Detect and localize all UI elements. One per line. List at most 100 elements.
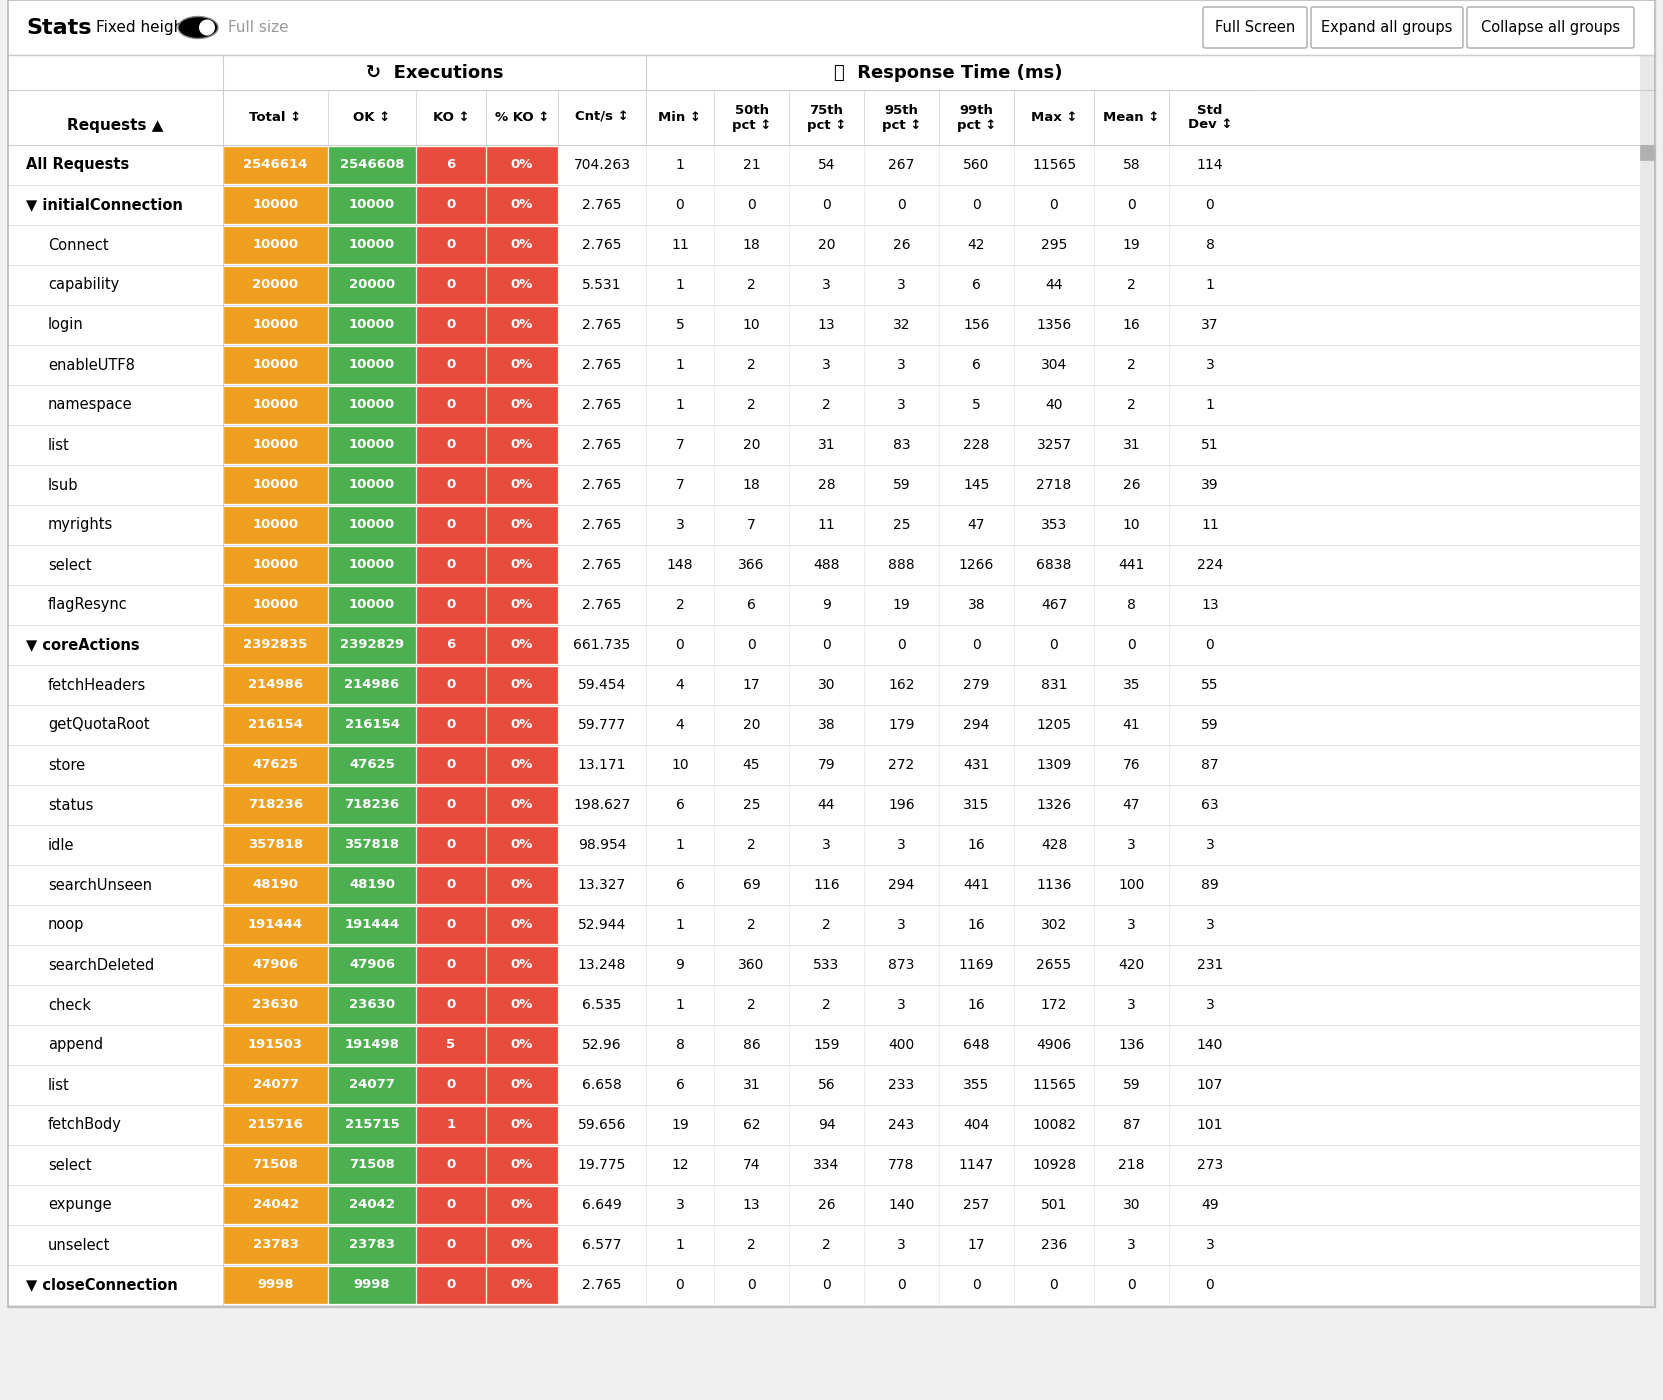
Text: 4906: 4906 bbox=[1036, 1037, 1071, 1051]
Text: 58: 58 bbox=[1123, 158, 1141, 172]
Text: 6: 6 bbox=[973, 358, 981, 372]
Text: Std
Dev ↕: Std Dev ↕ bbox=[1187, 104, 1232, 132]
Text: list: list bbox=[48, 1078, 70, 1092]
Bar bbox=[8, 1065, 1640, 1105]
Bar bbox=[487, 547, 557, 582]
Text: 431: 431 bbox=[963, 757, 989, 771]
Text: 2: 2 bbox=[822, 1238, 832, 1252]
Text: 20: 20 bbox=[743, 718, 760, 732]
Text: 8: 8 bbox=[1128, 598, 1136, 612]
Text: Stats: Stats bbox=[27, 17, 91, 38]
Text: 2.765: 2.765 bbox=[582, 398, 622, 412]
Text: 79: 79 bbox=[818, 757, 835, 771]
Text: 59: 59 bbox=[893, 477, 910, 491]
Text: 191444: 191444 bbox=[248, 918, 303, 931]
Text: 0: 0 bbox=[446, 679, 456, 692]
Bar bbox=[329, 386, 416, 423]
Text: 718236: 718236 bbox=[344, 798, 399, 812]
Bar bbox=[8, 385, 1640, 426]
Text: 0%: 0% bbox=[511, 798, 534, 812]
Bar bbox=[417, 188, 486, 223]
Bar bbox=[8, 785, 1640, 825]
Text: 0: 0 bbox=[973, 1278, 981, 1292]
Bar bbox=[417, 627, 486, 664]
Text: 3: 3 bbox=[675, 518, 685, 532]
Text: 3: 3 bbox=[822, 839, 832, 853]
Text: 2: 2 bbox=[747, 839, 757, 853]
Text: 2718: 2718 bbox=[1036, 477, 1071, 491]
Bar bbox=[225, 907, 328, 944]
Bar bbox=[329, 347, 416, 384]
Bar bbox=[8, 1184, 1640, 1225]
Text: 2.765: 2.765 bbox=[582, 438, 622, 452]
Text: 0: 0 bbox=[675, 197, 685, 211]
Bar bbox=[225, 468, 328, 503]
Text: 159: 159 bbox=[813, 1037, 840, 1051]
Text: 62: 62 bbox=[743, 1119, 760, 1133]
Text: 3: 3 bbox=[896, 1238, 906, 1252]
Text: 533: 533 bbox=[813, 958, 840, 972]
Bar bbox=[225, 748, 328, 783]
Text: 172: 172 bbox=[1041, 998, 1068, 1012]
Bar bbox=[487, 946, 557, 983]
Bar bbox=[8, 665, 1640, 706]
Bar bbox=[329, 1147, 416, 1183]
Text: 0: 0 bbox=[446, 199, 456, 211]
Bar bbox=[417, 787, 486, 823]
Text: 19: 19 bbox=[893, 598, 910, 612]
Text: 45: 45 bbox=[743, 757, 760, 771]
Text: 16: 16 bbox=[968, 918, 986, 932]
Text: 0: 0 bbox=[896, 638, 906, 652]
Text: 360: 360 bbox=[738, 958, 765, 972]
Text: 216154: 216154 bbox=[248, 718, 303, 731]
Bar bbox=[417, 987, 486, 1023]
Text: 1: 1 bbox=[675, 358, 685, 372]
Text: 0: 0 bbox=[1049, 197, 1058, 211]
Text: check: check bbox=[48, 997, 91, 1012]
Text: 272: 272 bbox=[888, 757, 915, 771]
Text: 13: 13 bbox=[818, 318, 835, 332]
Text: 224: 224 bbox=[1197, 559, 1222, 573]
Text: 0: 0 bbox=[822, 1278, 832, 1292]
Bar bbox=[8, 344, 1640, 385]
Text: searchDeleted: searchDeleted bbox=[48, 958, 155, 973]
Text: 198.627: 198.627 bbox=[574, 798, 630, 812]
Text: 2: 2 bbox=[1128, 279, 1136, 293]
Text: 76: 76 bbox=[1123, 757, 1141, 771]
Text: 100: 100 bbox=[1118, 878, 1144, 892]
Bar bbox=[329, 427, 416, 463]
Bar bbox=[1640, 55, 1655, 1305]
Bar bbox=[225, 427, 328, 463]
Text: namespace: namespace bbox=[48, 398, 133, 413]
Text: enableUTF8: enableUTF8 bbox=[48, 357, 135, 372]
Text: 0: 0 bbox=[446, 479, 456, 491]
Bar bbox=[225, 787, 328, 823]
Text: capability: capability bbox=[48, 277, 120, 293]
Bar bbox=[329, 1226, 416, 1263]
Bar bbox=[417, 1147, 486, 1183]
Text: 16: 16 bbox=[968, 839, 986, 853]
Bar bbox=[487, 1267, 557, 1303]
Text: 0: 0 bbox=[446, 399, 456, 412]
Bar bbox=[225, 946, 328, 983]
Bar bbox=[8, 265, 1640, 305]
Text: 89: 89 bbox=[1201, 878, 1219, 892]
Text: 10: 10 bbox=[1123, 518, 1141, 532]
Text: 0: 0 bbox=[896, 197, 906, 211]
Bar bbox=[487, 1226, 557, 1263]
Text: 2: 2 bbox=[675, 598, 685, 612]
Text: 24077: 24077 bbox=[253, 1078, 298, 1092]
Text: 55: 55 bbox=[1201, 678, 1219, 692]
Text: 47625: 47625 bbox=[253, 759, 298, 771]
Text: 116: 116 bbox=[813, 878, 840, 892]
Text: 5: 5 bbox=[446, 1039, 456, 1051]
Text: 0: 0 bbox=[446, 1278, 456, 1291]
Text: 0: 0 bbox=[446, 1159, 456, 1172]
Text: 136: 136 bbox=[1118, 1037, 1144, 1051]
Text: 3: 3 bbox=[896, 358, 906, 372]
Text: 228: 228 bbox=[963, 438, 989, 452]
Text: 59.454: 59.454 bbox=[577, 678, 627, 692]
Bar bbox=[1640, 146, 1655, 160]
Text: 0%: 0% bbox=[511, 759, 534, 771]
Text: 0: 0 bbox=[446, 238, 456, 252]
